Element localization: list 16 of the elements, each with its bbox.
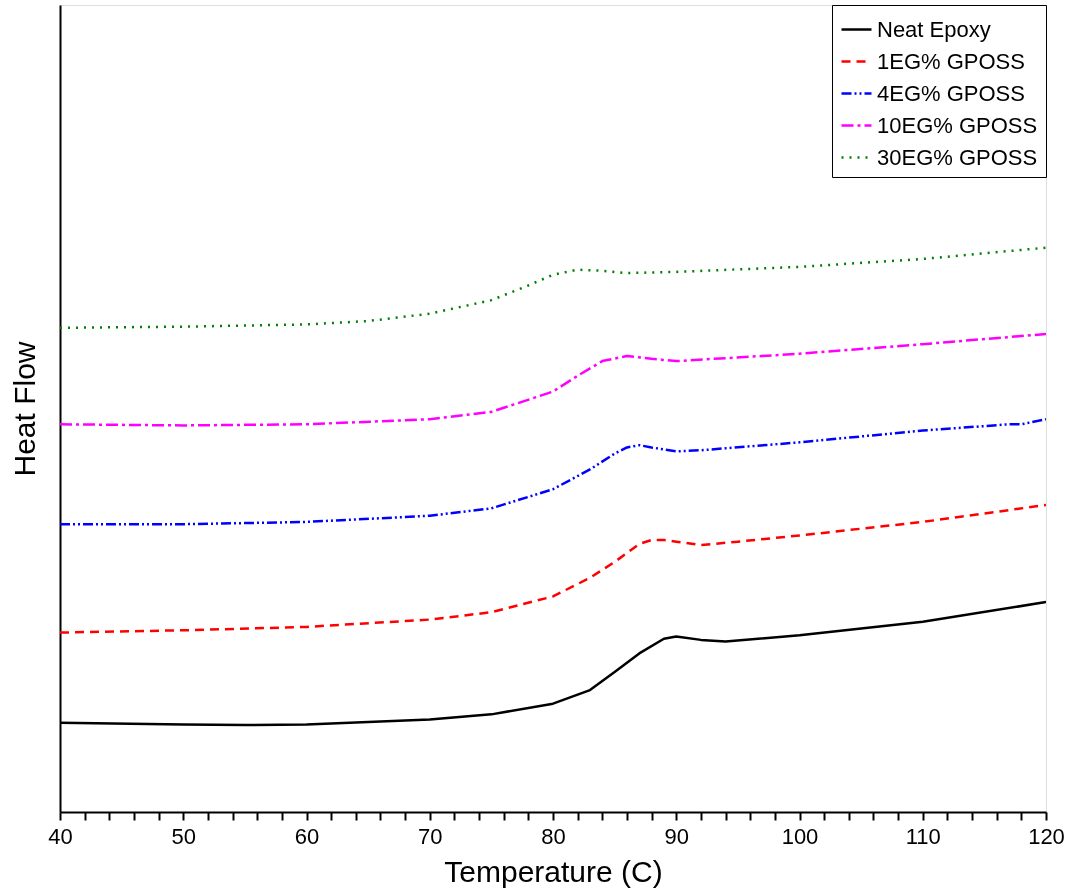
x-tick-label: 110 (905, 823, 941, 849)
legend-label: 30EG% GPOSS (877, 144, 1038, 170)
legend-label: Neat Epoxy (877, 16, 991, 42)
x-tick-label: 90 (664, 823, 689, 849)
legend-label: 4EG% GPOSS (877, 80, 1025, 106)
x-axis-title: Temperature (C) (444, 854, 663, 888)
x-tick-label: 70 (418, 823, 443, 849)
x-tick-label: 100 (781, 823, 819, 849)
legend-label: 10EG% GPOSS (877, 112, 1038, 138)
x-tick-label: 60 (294, 823, 320, 849)
x-tick-label: 80 (541, 823, 566, 849)
x-tick-label: 120 (1028, 823, 1065, 849)
x-tick-label: 40 (48, 823, 73, 849)
x-tick-label: 50 (171, 823, 196, 849)
legend-label: 1EG% GPOSS (877, 48, 1025, 74)
y-axis-title: Heat Flow (7, 341, 41, 477)
